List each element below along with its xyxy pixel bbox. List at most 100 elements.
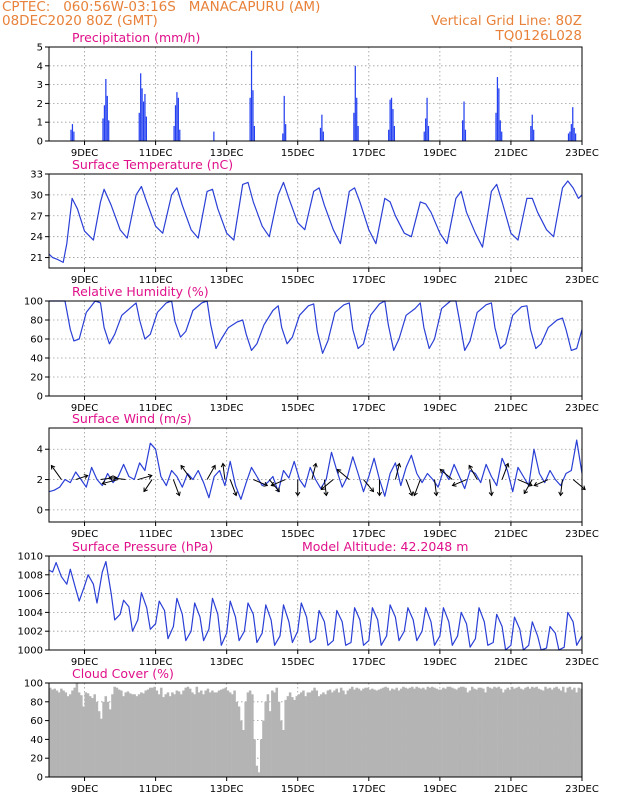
cloud-bar: [73, 687, 76, 777]
precip-bar: [71, 124, 74, 141]
wind-vector: [323, 479, 327, 496]
cloud-bar: [439, 689, 443, 777]
cloud-bar: [362, 688, 365, 777]
cloud-bar: [457, 687, 461, 777]
cloud-bar: [220, 689, 223, 777]
cloud-bar: [271, 690, 274, 777]
cloud-bar: [255, 765, 259, 777]
cloud-bar: [522, 689, 525, 777]
precip-bar: [533, 129, 535, 141]
cloud-bar: [446, 686, 450, 777]
precip-bar: [322, 131, 324, 141]
precip-bar: [388, 129, 390, 141]
x-tick-label: 15DEC: [281, 148, 315, 159]
cloud-bar: [286, 696, 290, 777]
cloud-bar: [530, 686, 534, 777]
x-tick-label: 13DEC: [210, 784, 244, 795]
y-tick-label: 1000: [18, 646, 43, 657]
cloud-bar: [235, 701, 239, 777]
cloud-bar: [248, 690, 252, 777]
x-tick-label: 13DEC: [210, 529, 244, 540]
cloud-bar: [226, 690, 230, 777]
precip-bar: [283, 95, 285, 141]
cloud-bar: [502, 692, 505, 777]
precip-bar: [140, 73, 142, 141]
cloud-bar: [208, 692, 212, 777]
cloud-bar: [402, 686, 405, 777]
cloud-bar: [437, 689, 441, 777]
cloud-bar: [191, 692, 194, 777]
precip-bar: [496, 77, 499, 141]
x-tick-label: 23DEC: [565, 529, 599, 540]
precip-bar: [572, 107, 574, 141]
cloud-bar: [475, 689, 478, 777]
cloud-bar: [486, 686, 490, 777]
precip-bar: [249, 97, 251, 141]
x-tick-label: 21DEC: [494, 784, 528, 795]
cloud-bar: [506, 687, 510, 777]
y-tick-label: 80: [30, 697, 43, 708]
x-tick-label: 19DEC: [423, 529, 457, 540]
wind-vector: [229, 479, 237, 496]
panel-frame: [48, 46, 583, 142]
wind-vector: [559, 479, 563, 496]
x-tick-label: 15DEC: [281, 529, 315, 540]
wind-vector-head: [101, 480, 107, 486]
x-tick-label: 9DEC: [71, 403, 98, 414]
cloud-bar: [217, 690, 221, 777]
cloud-bar: [555, 686, 558, 777]
precip-bar: [389, 99, 391, 141]
cloud-bar: [257, 772, 261, 777]
cloud-bar: [140, 692, 143, 777]
cloud-bar: [193, 694, 196, 777]
series-line: [48, 561, 583, 651]
cloud-bar: [342, 690, 345, 777]
wind-vector: [143, 479, 153, 492]
cloud-bar: [386, 687, 390, 777]
x-tick-label: 11DEC: [139, 529, 173, 540]
cloud-bar: [444, 688, 447, 777]
cloud-bar: [253, 739, 256, 777]
x-tick-label: 13DEC: [210, 275, 244, 286]
precip-bar: [570, 124, 572, 141]
cloud-bar: [115, 687, 119, 777]
cloud-bar: [333, 690, 336, 777]
cloud-bar: [393, 689, 396, 777]
x-tick-label: 19DEC: [423, 403, 457, 414]
precip-bar: [501, 131, 503, 141]
y-tick-label: 100: [24, 679, 43, 690]
cloud-bar: [510, 686, 514, 777]
panel-title: Surface Temperature (nC): [72, 157, 233, 172]
cloud-bar: [237, 706, 241, 777]
wind-vector-head: [143, 487, 148, 493]
cloud-bar: [262, 720, 265, 777]
precip-bar: [141, 88, 143, 141]
x-tick-label: 11DEC: [139, 784, 173, 795]
cloud-bar: [144, 690, 148, 777]
cloud-bar: [295, 696, 299, 777]
wind-vector: [501, 463, 509, 480]
cloud-bar: [288, 692, 292, 777]
wind-vector: [572, 479, 586, 490]
precip-bar: [427, 125, 430, 141]
x-tick-label: 17DEC: [352, 657, 386, 668]
cloud-bar: [337, 692, 341, 777]
x-tick-label: 19DEC: [423, 275, 457, 286]
precip-bar: [321, 114, 323, 141]
cloud-bar: [277, 701, 281, 777]
wind-vector-head: [468, 464, 473, 470]
panel-frame: [48, 682, 583, 778]
panel-title: Precipitation (mm/h): [72, 30, 200, 45]
wind-vector: [180, 465, 192, 480]
precip-bar: [103, 105, 106, 141]
cloud-bar: [562, 686, 565, 777]
cloud-bar: [493, 686, 496, 777]
cloud-bar: [482, 688, 485, 777]
wind-vector: [271, 479, 286, 487]
precip-bar: [354, 65, 356, 141]
cloud-bar: [331, 692, 334, 777]
cloud-bar: [435, 688, 438, 777]
precip-bar: [282, 133, 284, 141]
cloud-bar: [448, 686, 452, 777]
cloud-bar: [71, 690, 74, 777]
